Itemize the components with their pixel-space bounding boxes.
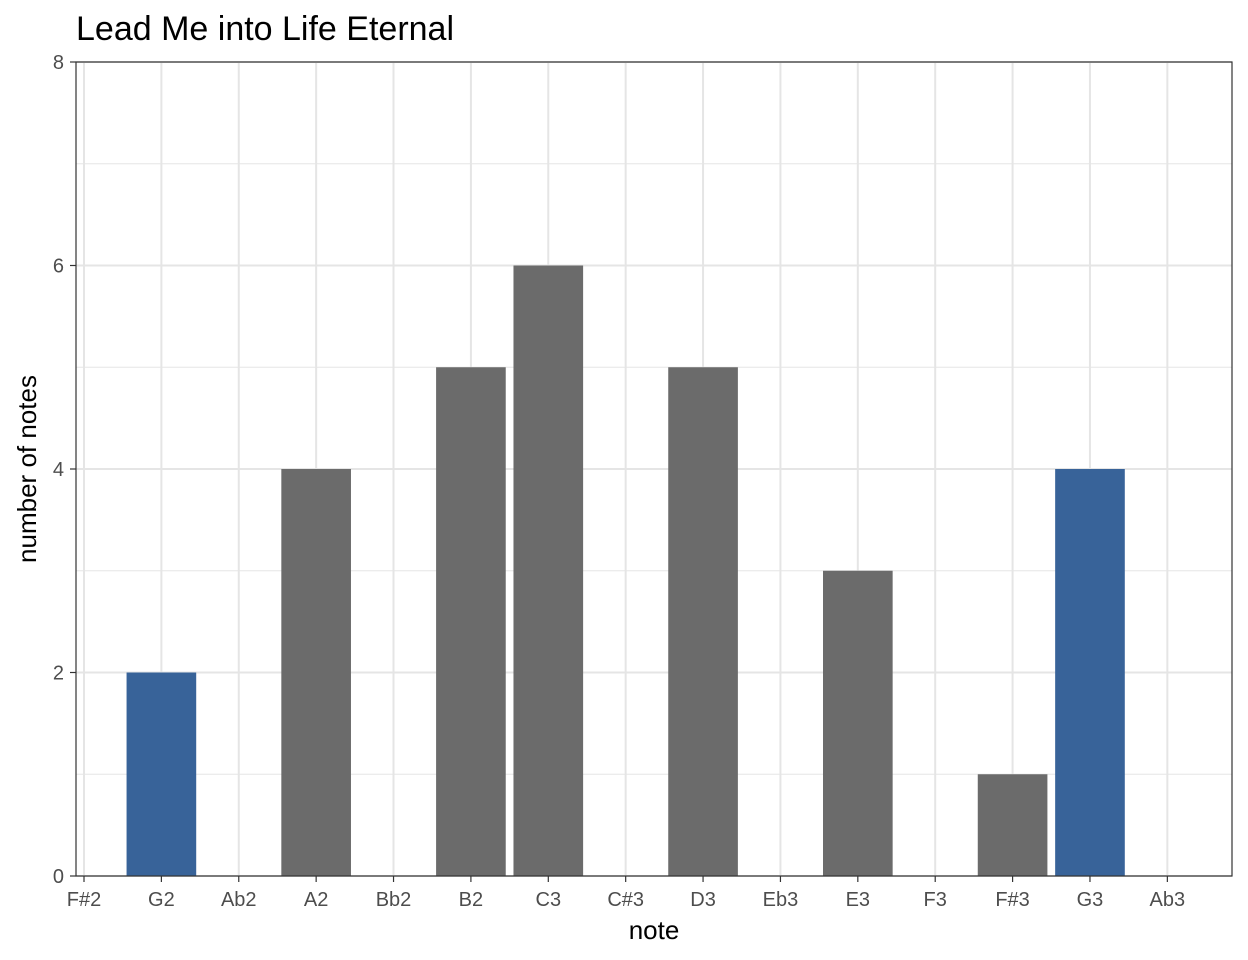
bar-c3 (513, 265, 584, 876)
x-tick-label: Eb3 (763, 889, 799, 911)
x-tick-label: G3 (1077, 889, 1104, 911)
y-tick-label: 2 (53, 663, 64, 685)
y-axis: 0 2 4 6 8 (53, 52, 76, 888)
x-axis: F#2 G2 Ab2 A2 Bb2 B2 C3 C#3 D3 Eb3 E3 F3 F#3 G3 Ab3 (67, 876, 1185, 911)
bar-d3 (668, 367, 738, 876)
y-tick-label: 4 (53, 459, 64, 481)
x-tick-label: G2 (148, 889, 175, 911)
x-tick-label: F#3 (995, 889, 1029, 911)
bar-g3 (1055, 469, 1125, 876)
x-tick-label: Bb2 (376, 889, 412, 911)
y-tick-label: 6 (53, 256, 64, 278)
x-tick-label: D3 (690, 889, 716, 911)
x-tick-label: B2 (459, 889, 483, 911)
bar-g2 (126, 672, 197, 876)
x-axis-title: note (629, 915, 680, 945)
bar-e3 (823, 570, 893, 876)
x-tick-label: E3 (846, 889, 870, 911)
chart-title: Lead Me into Life Eternal (76, 10, 454, 48)
x-tick-label: C3 (536, 889, 562, 911)
y-axis-title: number of notes (12, 375, 42, 563)
x-tick-label: A2 (304, 889, 328, 911)
x-tick-label: Ab2 (221, 889, 257, 911)
x-tick-label: Ab3 (1150, 889, 1186, 911)
x-tick-label: F#2 (67, 889, 101, 911)
bar-b2 (436, 367, 506, 876)
bar-fsharp3 (977, 774, 1048, 876)
bars (126, 265, 1125, 876)
x-tick-label: C#3 (607, 889, 644, 911)
y-tick-label: 8 (53, 52, 64, 74)
bar-a2 (281, 469, 351, 876)
y-tick-label: 0 (53, 866, 64, 888)
x-tick-label: F3 (924, 889, 947, 911)
